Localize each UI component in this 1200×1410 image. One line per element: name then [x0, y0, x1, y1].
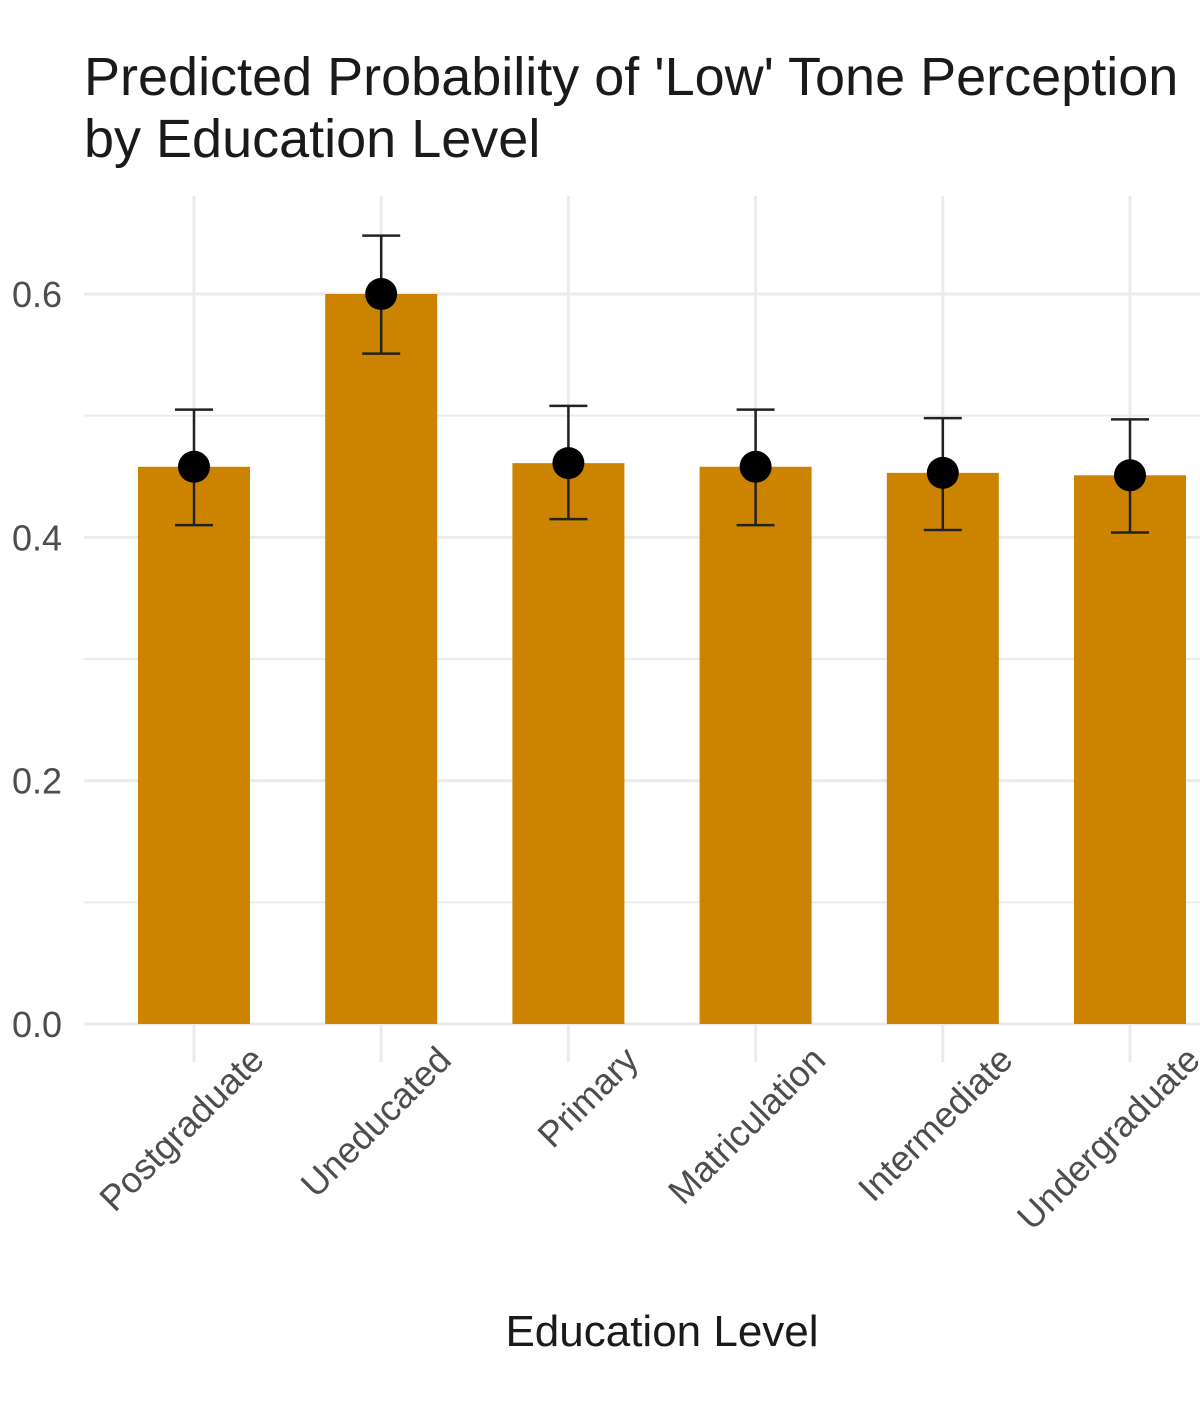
x-tick-label-undergraduate: Undergraduate	[1009, 1039, 1200, 1238]
point-primary	[552, 447, 585, 480]
point-matriculation	[739, 450, 772, 483]
grid-lines	[84, 196, 1200, 1062]
y-tick-label: 0.2	[12, 761, 62, 802]
points	[178, 278, 1146, 492]
error-bars	[175, 234, 1149, 534]
chart-title-line-2: by Education Level	[84, 109, 541, 169]
x-axis-title: Education Level	[505, 1307, 818, 1356]
point-uneducated	[365, 278, 398, 310]
chart-title: Predicted Probability of 'Low' Tone Perc…	[84, 46, 1178, 170]
bar-undergraduate	[1074, 475, 1186, 1024]
bar-matriculation	[699, 466, 812, 1024]
x-tick-label-primary: Primary	[529, 1039, 646, 1156]
chart-title-line-1: Predicted Probability of 'Low' Tone Perc…	[84, 47, 1179, 107]
y-tick-label: 0.6	[12, 274, 62, 315]
bar-uneducated	[325, 294, 438, 1024]
bars	[138, 294, 1186, 1025]
point-undergraduate	[1114, 459, 1146, 492]
point-intermediate	[926, 456, 959, 489]
y-tick-label: 0.4	[12, 517, 62, 558]
y-tick-label: 0.0	[12, 1004, 62, 1045]
x-tick-label-intermediate: Intermediate	[850, 1039, 1020, 1209]
bar-postgraduate	[138, 466, 250, 1024]
point-postgraduate	[178, 450, 210, 483]
x-tick-label-matriculation: Matriculation	[660, 1039, 833, 1212]
bar-intermediate	[886, 472, 999, 1025]
y-tick-labels: 0.0 0.2 0.4 0.6	[12, 274, 62, 1045]
x-tick-label-postgraduate: Postgraduate	[91, 1039, 271, 1219]
x-tick-labels: Postgraduate Uneducated Primary Matriculati…	[91, 1039, 1200, 1238]
bar-primary	[512, 463, 625, 1024]
x-tick-label-uneducated: Uneducated	[293, 1039, 459, 1205]
